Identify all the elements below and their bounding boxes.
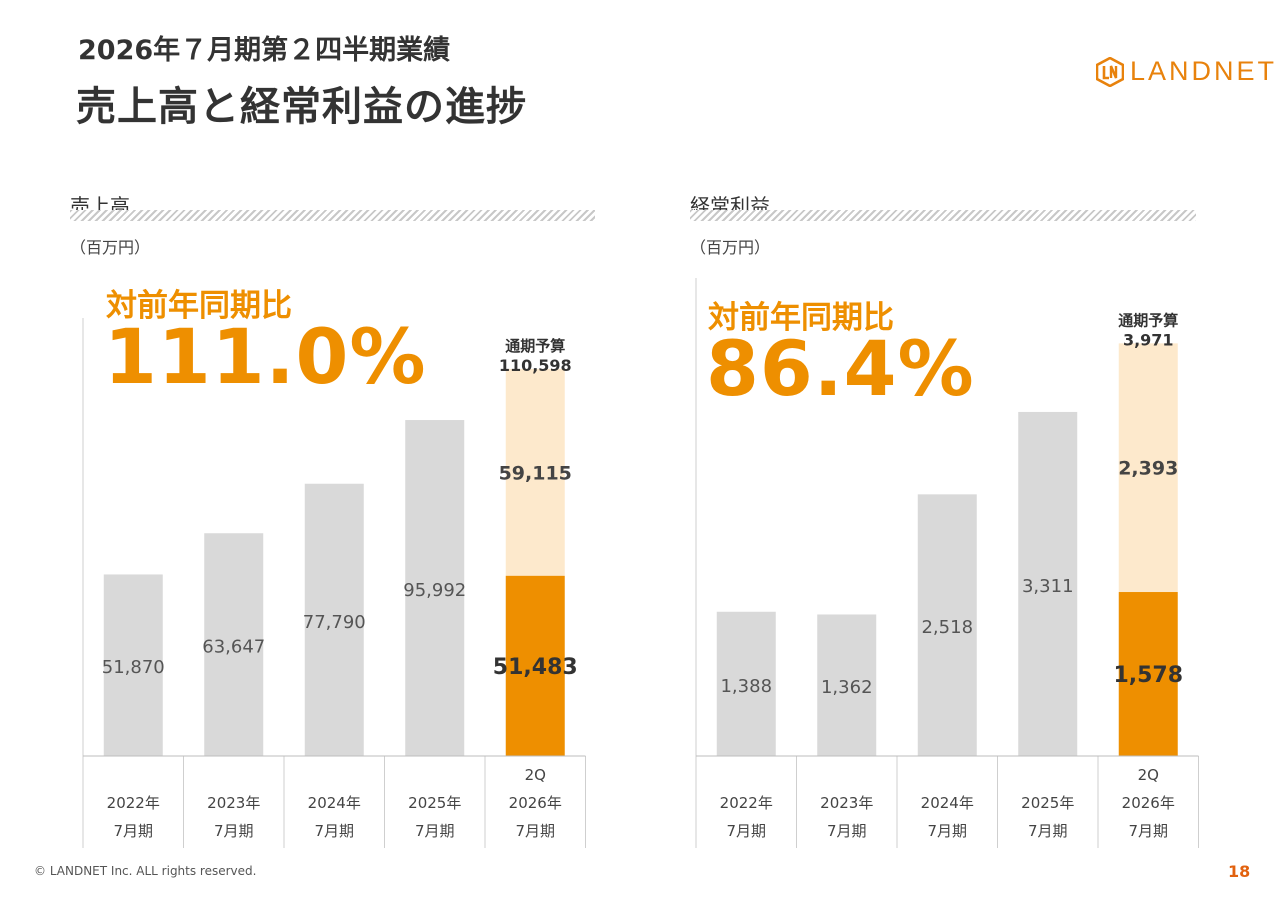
title-underline bbox=[690, 210, 1196, 221]
category-label: 2026年 bbox=[509, 794, 562, 812]
forecast-total-label: 110,598 bbox=[499, 356, 572, 375]
category-label: 2024年 bbox=[308, 794, 361, 812]
value-label: 3,311 bbox=[1022, 576, 1074, 597]
value-label: 1,362 bbox=[821, 677, 873, 698]
yoy-label: 対前年同期比 bbox=[106, 288, 292, 324]
value-label: 51,483 bbox=[493, 655, 578, 680]
category-label: 2025年 bbox=[408, 794, 461, 812]
category-label: 2022年 bbox=[107, 794, 160, 812]
bar bbox=[1018, 411, 1078, 756]
value-label: 1,388 bbox=[720, 676, 772, 697]
category-label: 2023年 bbox=[820, 794, 873, 812]
company-logo: LANDNET bbox=[1096, 56, 1277, 87]
category-label: 2Q bbox=[525, 766, 546, 784]
category-label: 7月期 bbox=[927, 822, 967, 840]
forecast-remaining-bar bbox=[1118, 343, 1178, 593]
logo-text: LANDNET bbox=[1130, 56, 1278, 86]
bar bbox=[716, 611, 776, 756]
yoy-value: 86.4% bbox=[706, 324, 975, 413]
bar bbox=[103, 574, 163, 756]
category-label: 7月期 bbox=[1128, 822, 1168, 840]
page-subtitle: 2026年７月期第２四半期業績 bbox=[78, 35, 451, 66]
category-label: 7月期 bbox=[1028, 822, 1068, 840]
page-title: 売上高と経常利益の進捗 bbox=[76, 84, 527, 130]
value-label: 63,647 bbox=[202, 637, 265, 658]
sales-chart: 51,870 2022年 7月期 63,647 2023年 7月期 77,790 2024年 7… bbox=[82, 318, 586, 848]
forecast-total-label: 3,971 bbox=[1123, 330, 1174, 349]
forecast-label: 通期予算 bbox=[505, 337, 565, 355]
bar-current bbox=[1118, 592, 1178, 756]
bar bbox=[304, 483, 364, 756]
category-label: 2025年 bbox=[1021, 794, 1074, 812]
category-label: 2024年 bbox=[921, 794, 974, 812]
category-label: 2Q bbox=[1138, 766, 1159, 784]
value-label: 77,790 bbox=[303, 612, 366, 633]
category-label: 7月期 bbox=[726, 822, 766, 840]
category-label: 2023年 bbox=[207, 794, 260, 812]
value-label: 51,870 bbox=[102, 657, 165, 678]
category-label: 7月期 bbox=[314, 822, 354, 840]
bar-current bbox=[505, 575, 565, 756]
value-label: 1,578 bbox=[1113, 663, 1183, 688]
value-label: 95,992 bbox=[403, 580, 466, 601]
category-label: 7月期 bbox=[415, 822, 455, 840]
profit-chart: 1,388 2022年 7月期 1,362 2023年 7月期 2,518 2024年 7月期 3… bbox=[695, 278, 1199, 848]
page-number: 18 bbox=[1228, 862, 1251, 881]
category-label: 2022年 bbox=[720, 794, 773, 812]
unit-label: （百万円） bbox=[690, 238, 771, 257]
yoy-label: 対前年同期比 bbox=[708, 300, 894, 336]
category-label: 7月期 bbox=[515, 822, 555, 840]
yoy-value: 111.0% bbox=[104, 312, 427, 401]
bar bbox=[917, 494, 977, 756]
landnet-logo-icon bbox=[1096, 56, 1124, 87]
bar bbox=[204, 533, 264, 756]
bar bbox=[817, 614, 877, 756]
value-label: 2,518 bbox=[921, 617, 973, 638]
category-label: 7月期 bbox=[113, 822, 153, 840]
bar bbox=[405, 420, 465, 756]
sales-panel: 売上高 （百万円） 51,870 2022年 7月期 63,647 2023年 7月期 77… bbox=[70, 190, 600, 850]
category-label: 7月期 bbox=[214, 822, 254, 840]
category-label: 7月期 bbox=[827, 822, 867, 840]
copyright: © LANDNET Inc. ALL rights reserved. bbox=[34, 864, 257, 878]
forecast-remaining-bar bbox=[505, 368, 565, 576]
category-label: 2026年 bbox=[1122, 794, 1175, 812]
forecast-remaining-label: 2,393 bbox=[1118, 458, 1178, 480]
unit-label: （百万円） bbox=[70, 238, 151, 257]
ordinary-profit-panel: 経常利益 （百万円） 1,388 2022年 7月期 1,362 2023年 7月期 2,5… bbox=[690, 190, 1220, 850]
title-underline bbox=[70, 210, 595, 221]
forecast-label: 通期予算 bbox=[1118, 311, 1178, 329]
forecast-remaining-label: 59,115 bbox=[499, 462, 572, 484]
